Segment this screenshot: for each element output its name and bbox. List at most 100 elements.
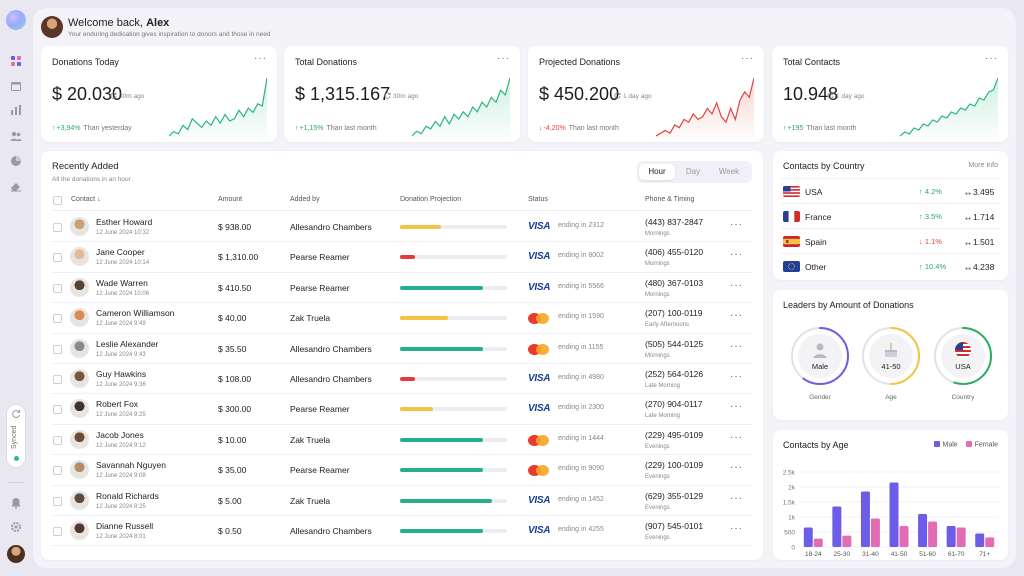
row-checkbox[interactable] xyxy=(53,283,62,293)
contact-name[interactable]: Jacob Jones xyxy=(96,429,144,440)
row-more-icon[interactable]: ··· xyxy=(730,340,743,352)
sync-status[interactable]: Synced xyxy=(6,404,26,468)
bar-female[interactable] xyxy=(842,535,852,547)
phone[interactable]: (505) 544-0125 xyxy=(645,338,704,349)
row-checkbox[interactable] xyxy=(53,344,62,354)
bar-male[interactable] xyxy=(803,527,813,548)
phone[interactable]: (252) 564-0126 xyxy=(645,369,704,379)
bar-female[interactable] xyxy=(870,518,880,548)
phone[interactable]: (443) 837-2847 xyxy=(645,217,704,227)
user-avatar[interactable] xyxy=(7,545,25,563)
row-more-icon[interactable]: ··· xyxy=(730,492,743,504)
contact-name[interactable]: Dianne Russell xyxy=(96,521,154,531)
leader-ring[interactable]: Male xyxy=(790,326,850,386)
bar-chart-icon[interactable] xyxy=(10,104,22,116)
phone[interactable]: (207) 100-0119 xyxy=(645,308,703,319)
country-row[interactable]: Spain ↓ 1.1% ●● 1.501 xyxy=(781,228,1000,253)
app-logo[interactable] xyxy=(6,10,26,30)
contact-name[interactable]: Leslie Alexander xyxy=(96,338,159,349)
more-options-icon[interactable]: ··· xyxy=(741,53,754,64)
row-checkbox[interactable] xyxy=(53,253,62,263)
column-status[interactable]: Status xyxy=(528,196,548,203)
bar-male[interactable] xyxy=(860,491,870,548)
pie-chart-icon[interactable] xyxy=(10,155,22,167)
more-options-icon[interactable]: ··· xyxy=(254,53,267,64)
row-checkbox[interactable] xyxy=(53,405,62,415)
bar-female[interactable] xyxy=(928,521,938,548)
phone[interactable]: (907) 545-0101 xyxy=(645,521,704,531)
phone[interactable]: (270) 904-0117 xyxy=(645,399,703,410)
table-row[interactable]: Leslie Alexander 12 June 2024 9:43 $ 35.50… xyxy=(52,334,752,364)
header-avatar[interactable] xyxy=(41,16,63,38)
bar-male[interactable] xyxy=(832,506,842,548)
leader-ring[interactable]: 41-50 xyxy=(861,326,921,386)
table-row[interactable]: Esther Howard 12 June 2024 10:32 $ 938.00 A… xyxy=(52,212,752,243)
row-checkbox[interactable] xyxy=(53,466,62,476)
phone[interactable]: (629) 355-0129 xyxy=(645,490,704,501)
tab-day[interactable]: Day xyxy=(685,167,701,176)
contact-name[interactable]: Cameron Williamson xyxy=(96,308,175,319)
bar-female[interactable] xyxy=(956,527,966,548)
table-row[interactable]: Dianne Russell 12 June 2024 8:01 $ 0.50 All… xyxy=(52,516,752,547)
phone[interactable]: (406) 455-0120 xyxy=(645,247,704,258)
more-options-icon[interactable]: ··· xyxy=(497,53,510,64)
table-row[interactable]: Savannah Nguyen 12 June 2024 9:08 $ 35.00 P… xyxy=(52,455,752,486)
row-more-icon[interactable]: ··· xyxy=(730,371,743,382)
table-row[interactable]: Jacob Jones 12 June 2024 9:12 $ 10.00 Zak T… xyxy=(52,425,752,456)
row-more-icon[interactable]: ··· xyxy=(730,310,743,322)
row-checkbox[interactable] xyxy=(53,375,62,384)
table-row[interactable]: Cameron Williamson 12 June 2024 9:49 $ 40.… xyxy=(52,303,752,334)
phone[interactable]: (480) 367-0103 xyxy=(645,277,704,288)
row-checkbox[interactable] xyxy=(53,496,62,506)
bar-male[interactable] xyxy=(975,533,985,548)
column-amount[interactable]: Amount xyxy=(218,196,243,203)
eraser-icon[interactable] xyxy=(10,180,22,192)
row-more-icon[interactable]: ··· xyxy=(730,249,743,261)
phone[interactable]: (229) 100-0109 xyxy=(645,460,704,471)
column-donation-projection[interactable]: Donation Projection xyxy=(400,196,462,203)
bar-male[interactable] xyxy=(946,526,956,547)
more-options-icon[interactable]: ··· xyxy=(985,53,998,64)
table-row[interactable]: Robert Fox 12 June 2024 9:25 $ 300.00 Pears… xyxy=(52,394,752,425)
table-row[interactable]: Guy Hawkins 12 June 2024 9:36 $ 108.00 Alle… xyxy=(52,364,752,395)
column-contact[interactable]: Contact ↓ xyxy=(71,196,101,203)
row-more-icon[interactable]: ··· xyxy=(730,431,743,443)
country-row[interactable]: France ↑ 3.5% ●● 1.714 xyxy=(781,203,1000,228)
bar-female[interactable] xyxy=(985,537,995,547)
users-icon[interactable] xyxy=(10,130,22,142)
bar-male[interactable] xyxy=(918,514,928,547)
row-more-icon[interactable]: ··· xyxy=(730,462,743,474)
contact-name[interactable]: Ronald Richards xyxy=(96,490,159,501)
contact-name[interactable]: Esther Howard xyxy=(96,217,153,227)
bar-female[interactable] xyxy=(899,526,909,547)
row-checkbox[interactable] xyxy=(53,223,62,232)
table-row[interactable]: Wade Warren 12 June 2024 10:06 $ 410.50 Pea… xyxy=(52,273,752,304)
leader-ring[interactable]: USA xyxy=(933,326,993,386)
column-added-by[interactable]: Added by xyxy=(290,196,320,203)
bar-male[interactable] xyxy=(889,482,899,548)
more-info-link[interactable]: More Info xyxy=(968,162,998,169)
calendar-icon[interactable] xyxy=(10,80,22,92)
column-phone-timing[interactable]: Phone & Timing xyxy=(645,196,695,203)
row-more-icon[interactable]: ··· xyxy=(730,219,743,230)
tab-hour[interactable]: Hour xyxy=(639,164,675,180)
row-checkbox[interactable] xyxy=(53,435,62,445)
bell-icon[interactable] xyxy=(10,497,22,509)
settings-icon[interactable] xyxy=(10,521,22,533)
bar-female[interactable] xyxy=(813,538,823,547)
contact-name[interactable]: Robert Fox xyxy=(96,399,139,410)
country-row[interactable]: USA ↑ 4.2% ●● 3.495 xyxy=(781,178,1000,203)
tab-week[interactable]: Week xyxy=(718,167,740,176)
contact-name[interactable]: Wade Warren xyxy=(96,277,148,288)
row-checkbox[interactable] xyxy=(53,527,62,536)
table-row[interactable]: Jane Cooper 12 June 2024 10:14 $ 1,310.00 P… xyxy=(52,242,752,273)
row-more-icon[interactable]: ··· xyxy=(730,279,743,291)
row-more-icon[interactable]: ··· xyxy=(730,523,743,534)
dashboard-icon[interactable] xyxy=(10,55,22,67)
table-row[interactable]: Ronald Richards 12 June 2024 8:25 $ 5.00 Za… xyxy=(52,486,752,516)
contact-name[interactable]: Jane Cooper xyxy=(96,247,145,258)
country-row[interactable]: Other ↑ 10.4% ●● 4.238 xyxy=(781,253,1000,278)
row-checkbox[interactable] xyxy=(53,314,62,324)
contact-name[interactable]: Guy Hawkins xyxy=(96,369,147,379)
row-more-icon[interactable]: ··· xyxy=(730,401,743,413)
